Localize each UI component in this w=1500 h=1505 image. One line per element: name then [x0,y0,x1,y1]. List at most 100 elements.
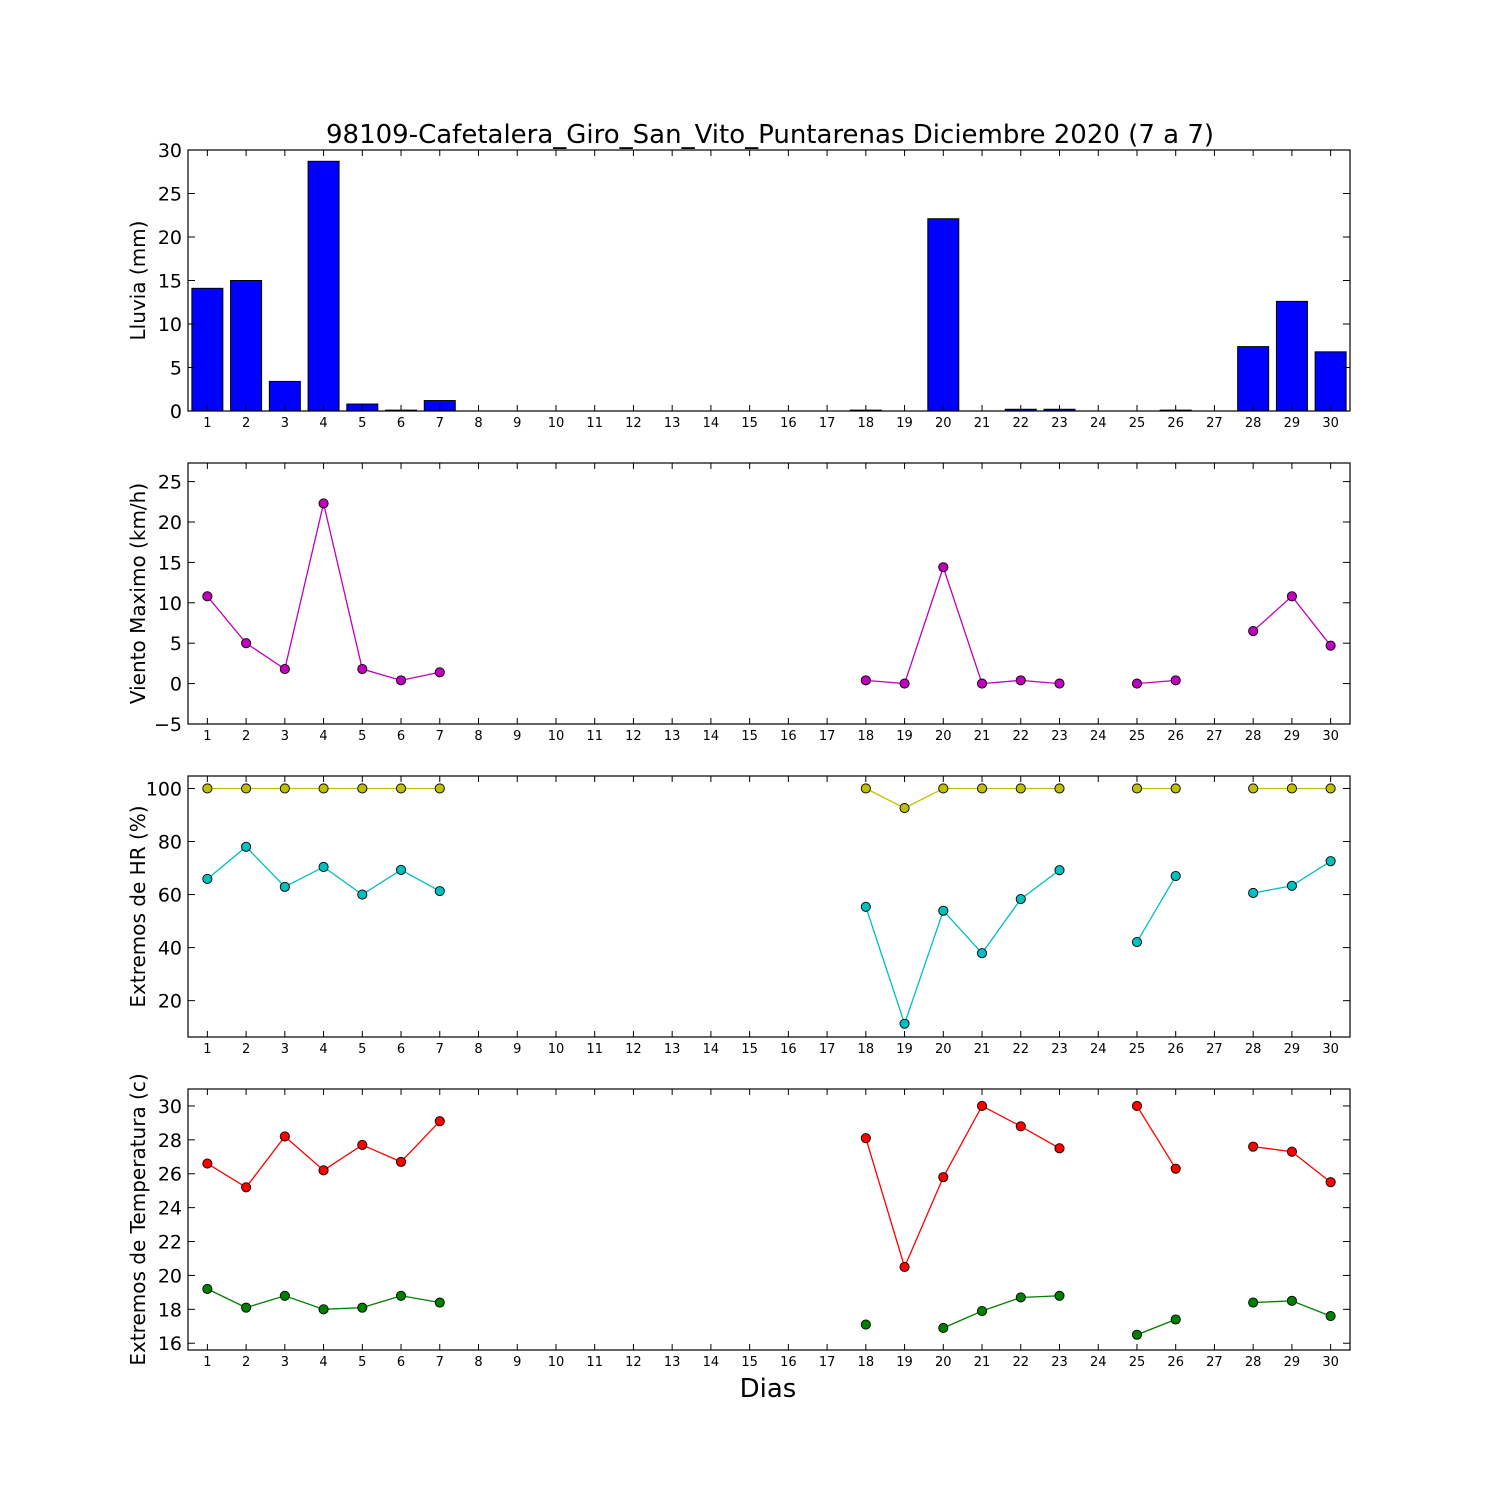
x-tick-label: 22 [1012,729,1029,744]
data-point [318,1165,329,1176]
x-tick-label: 17 [819,1355,836,1370]
x-tick-label: 3 [281,729,289,744]
data-point [1015,675,1026,686]
data-point [357,1302,368,1313]
y-tick-label: 20 [158,1265,182,1287]
data-point [938,905,949,916]
data-point [434,1116,445,1127]
y-tick-label: 80 [158,832,182,854]
data-point [1015,894,1026,905]
x-tick-label: 15 [741,416,758,431]
data-point [1248,783,1259,794]
y-tick-label: 5 [170,358,182,380]
x-tick-label: 17 [819,1042,836,1057]
chart-panel-1: 1 2 3 4 5 6 7 8 9 10 11 12 13 14 15 16 17 18 19 20 21 22 23 24 2… [126,140,1351,431]
x-tick-label: 23 [1051,1042,1068,1057]
x-tick-label: 14 [703,1042,720,1057]
x-tick-label: 21 [974,1042,991,1057]
x-tick-label: 24 [1090,729,1107,744]
x-tick-label: 10 [548,729,565,744]
x-tick-label: 28 [1245,1042,1262,1057]
x-tick-label: 2 [242,416,250,431]
x-tick-label: 26 [1167,1355,1184,1370]
x-tick-label: 28 [1245,1355,1262,1370]
x-tick-label: 19 [896,1355,913,1370]
x-tick-label: 14 [703,729,720,744]
x-tick-label: 26 [1167,1042,1184,1057]
y-tick-label: 20 [158,991,182,1013]
data-point [976,1305,988,1317]
series-line [865,565,1060,685]
y-axis-label: Extremos de HR (%) [126,805,150,1007]
series-line [865,869,1060,1026]
x-tick-label: 1 [203,1355,211,1370]
data-point [1286,783,1297,794]
data-point [434,667,445,678]
data-point [1248,626,1259,637]
series-line [943,1295,1060,1329]
plot-area [188,1089,1350,1350]
plot-area [188,150,1350,411]
data-point [1170,1314,1181,1325]
data-point [357,1139,368,1150]
x-tick-label: 4 [319,1042,327,1057]
x-tick-label: 13 [664,729,681,744]
y-tick-label: 26 [158,1164,182,1186]
y-tick-label: 22 [158,1232,182,1254]
data-point [938,1172,949,1183]
x-tick-label: 18 [858,1355,875,1370]
x-tick-label: 9 [513,729,521,744]
data-point [357,783,368,794]
data-point [1325,1311,1336,1322]
data-point [860,1319,871,1330]
bar [927,218,960,412]
data-point [1325,856,1336,867]
x-tick-label: 9 [513,1042,521,1057]
data-point [1170,675,1181,686]
y-tick-label: 15 [158,271,182,293]
x-tick-label: 30 [1322,1042,1339,1057]
y-tick-label: 25 [158,184,182,206]
bar [191,287,224,412]
x-tick-label: 25 [1129,416,1146,431]
x-tick-label: 11 [586,1355,603,1370]
x-tick-label: 28 [1245,729,1262,744]
x-tick-label: 8 [474,1042,482,1057]
data-point [395,1156,407,1167]
x-tick-label: 6 [397,1355,405,1370]
y-axis-label: Viento Maximo (km/h) [126,483,150,704]
x-tick-label: 11 [586,729,603,744]
x-tick-label: 18 [858,416,875,431]
x-tick-label: 5 [358,1042,366,1057]
x-tick-label: 25 [1129,729,1146,744]
x-tick-label: 25 [1129,1355,1146,1370]
x-axis-label: Dias [740,1374,797,1404]
x-tick-label: 27 [1206,1355,1223,1370]
x-tick-label: 30 [1322,1355,1339,1370]
data-point [202,1283,213,1295]
x-tick-label: 24 [1090,416,1107,431]
y-tick-label: 20 [158,512,182,534]
x-tick-label: 13 [664,1355,681,1370]
x-tick-label: 3 [281,416,289,431]
data-point [899,803,910,814]
data-point [938,562,949,573]
x-tick-label: 19 [896,416,913,431]
x-tick-label: 5 [358,729,366,744]
x-tick-label: 18 [858,1042,875,1057]
data-point [1325,640,1336,651]
data-point [860,1133,871,1144]
series-line [865,787,1060,809]
x-tick-label: 7 [436,1355,444,1370]
data-point [241,841,252,852]
x-tick-label: 26 [1167,729,1184,744]
y-tick-label: 0 [170,401,182,423]
x-tick-label: 10 [548,1042,565,1057]
x-tick-label: 28 [1245,416,1262,431]
data-point [976,1100,988,1111]
y-tick-label: 100 [146,778,182,800]
y-tick-label: 10 [158,593,182,615]
data-point [976,948,988,959]
x-tick-label: 1 [203,416,211,431]
